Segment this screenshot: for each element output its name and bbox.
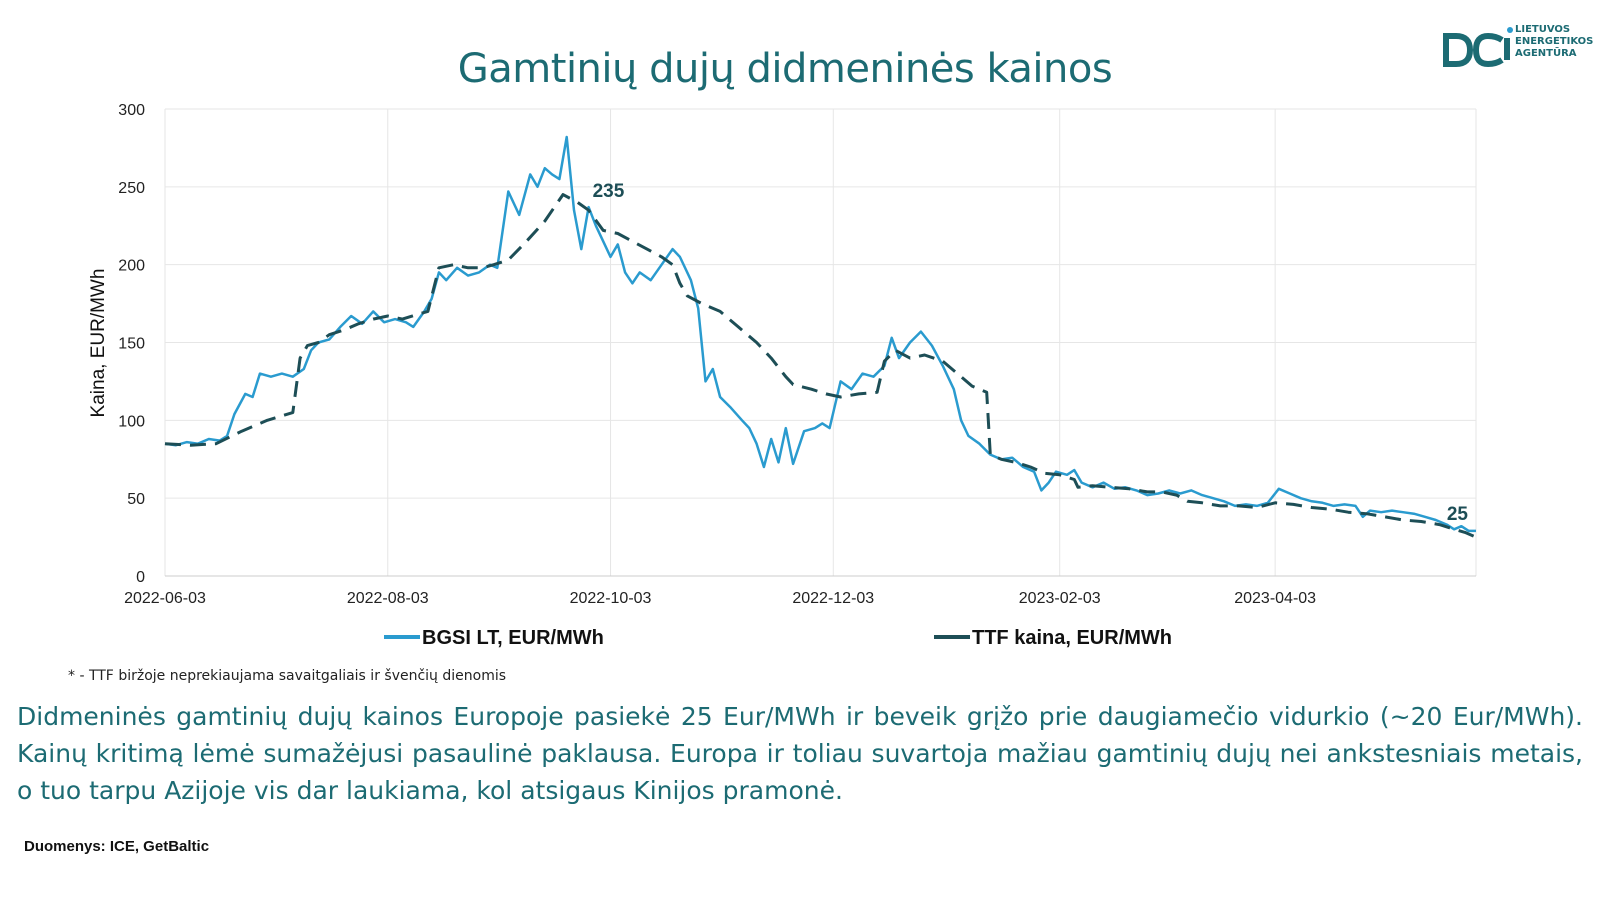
page-title: Gamtinių dujų didmeninės kainos — [457, 46, 1113, 92]
x-tick-label: 2022-12-03 — [792, 590, 874, 607]
x-tick-label: 2022-08-03 — [347, 590, 429, 607]
logo-line-3: AGENTŪRA — [1515, 48, 1577, 59]
x-tick-label: 2022-10-03 — [570, 590, 652, 607]
data-label-last: 25 — [1447, 504, 1469, 525]
y-tick-label: 300 — [118, 102, 145, 119]
data-label-peak: 235 — [593, 181, 625, 202]
price-line-chart: 0 50 100 150 200 250 300 2022-06-03 2022-08-03 20… — [88, 102, 1477, 649]
agency-logo-icon — [1443, 27, 1513, 68]
x-tick-label: 2023-04-03 — [1234, 590, 1316, 607]
description-text: Didmeninės gamtinių dujų kainos Europoje… — [17, 702, 1583, 805]
y-tick-label: 250 — [118, 180, 145, 197]
series-line-ttf — [164, 193, 1477, 539]
x-tick-label: 2022-06-03 — [124, 590, 206, 607]
logo-line-2: ENERGETIKOS — [1515, 36, 1594, 47]
logo-line-1: LIETUVOS — [1515, 24, 1571, 35]
y-tick-label: 150 — [118, 336, 145, 353]
x-tick-label: 2023-02-03 — [1019, 590, 1101, 607]
y-tick-label: 100 — [118, 413, 145, 430]
chart-footnote: * - TTF biržoje neprekiaujama savaitgali… — [68, 668, 507, 684]
agency-logo-text: LIETUVOS ENERGETIKOS AGENTŪRA — [1515, 24, 1593, 60]
data-source: Duomenys: ICE, GetBaltic — [24, 838, 210, 855]
y-axis-label: Kaina, EUR/MWh — [88, 269, 109, 418]
y-tick-label: 200 — [118, 258, 145, 275]
y-tick-label: 0 — [136, 569, 145, 586]
legend-label: TTF kaina, EUR/MWh — [972, 627, 1172, 649]
series-line-bgsi — [164, 135, 1476, 533]
legend-label: BGSI LT, EUR/MWh — [422, 627, 604, 649]
y-tick-label: 50 — [127, 491, 145, 508]
